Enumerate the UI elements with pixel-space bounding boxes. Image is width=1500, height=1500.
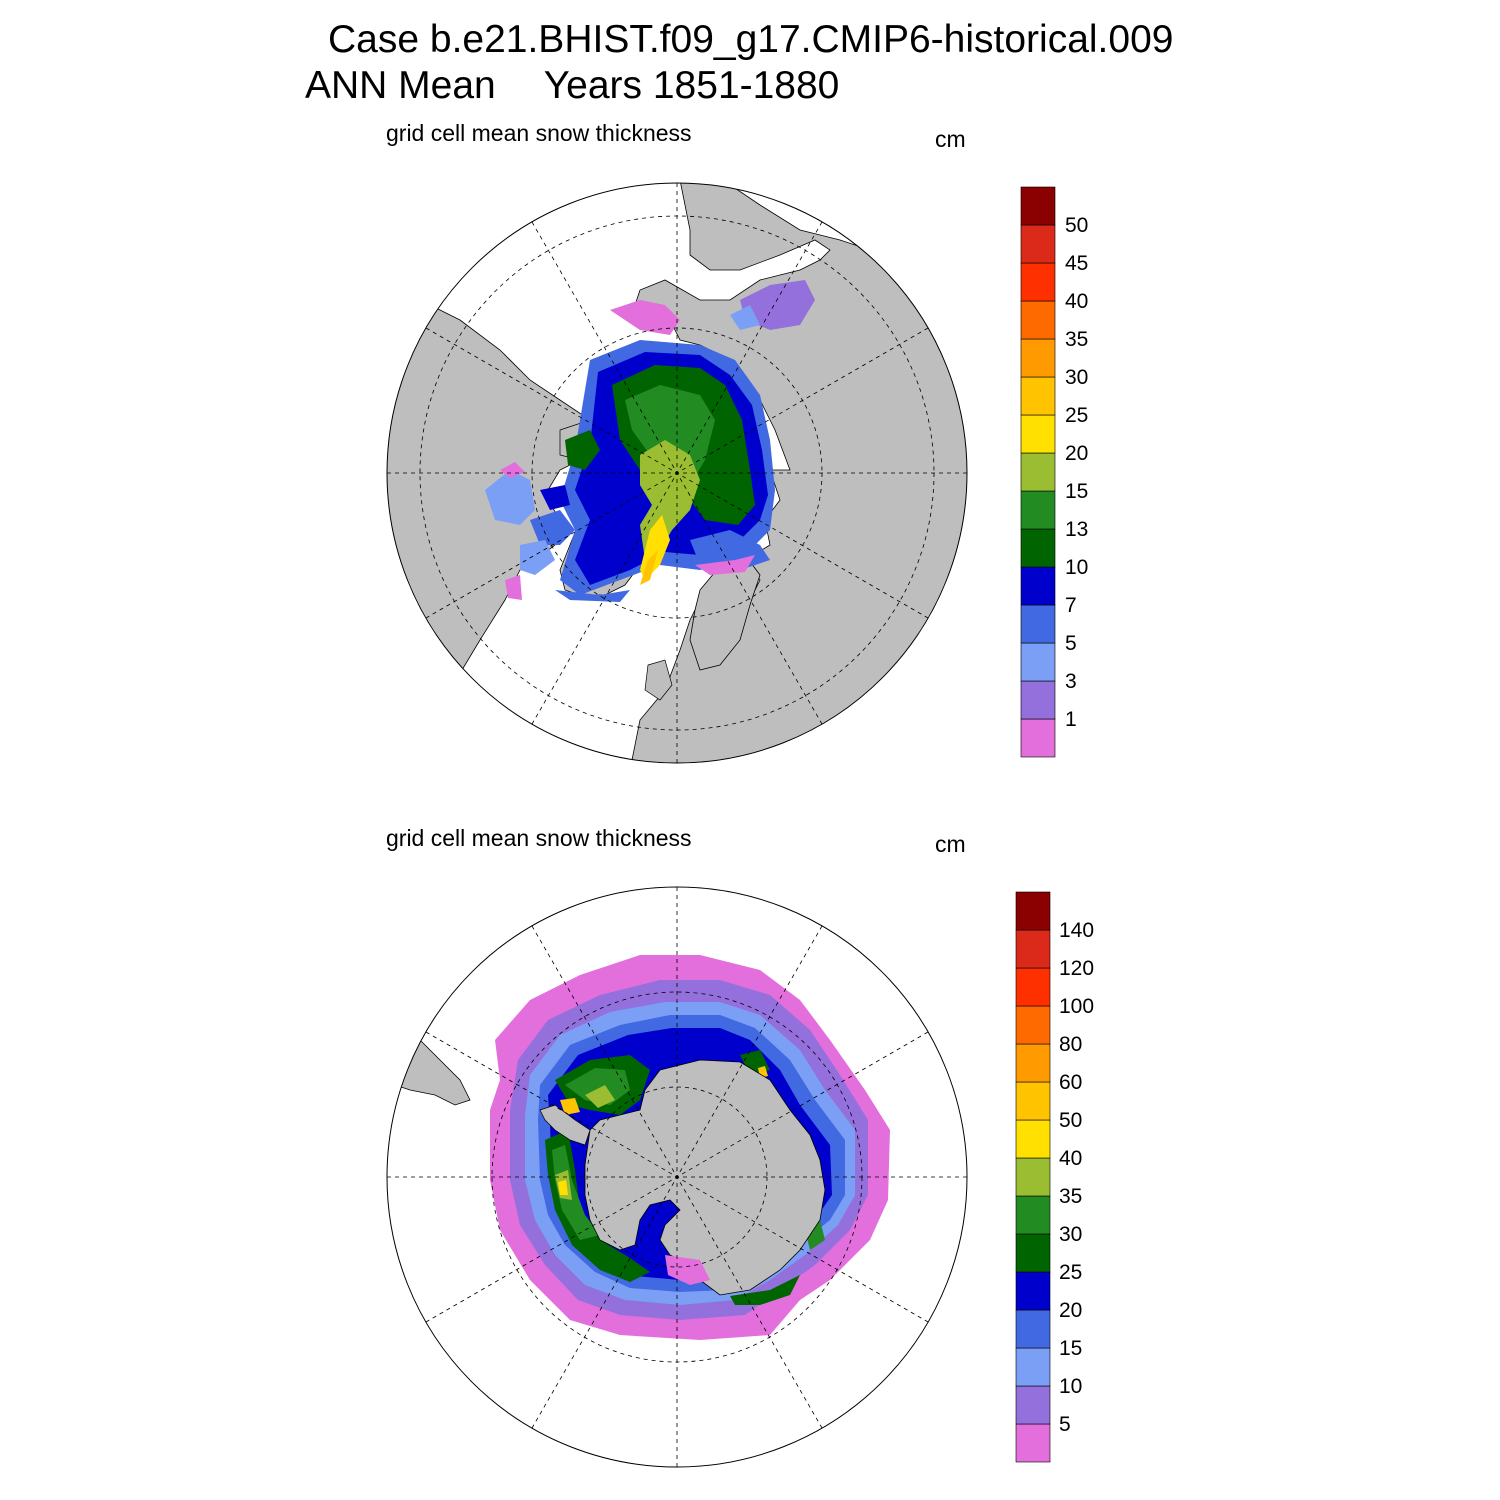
- north-colorbar-label: 35: [1065, 328, 1088, 351]
- south-colorbar-label: 100: [1059, 995, 1094, 1018]
- north-colorbar-swatch: [1020, 376, 1056, 416]
- south-colorbar-label: 10: [1059, 1375, 1082, 1398]
- north-map-title: grid cell mean snow thickness: [386, 120, 692, 146]
- north-colorbar-label: 50: [1065, 214, 1088, 237]
- south-colorbar-swatch: [1015, 891, 1051, 931]
- south-colorbar-swatch: [1015, 1119, 1051, 1159]
- north-colorbar-swatch: [1020, 680, 1056, 720]
- north-polar-map: [386, 182, 968, 764]
- north-colorbar-label: 13: [1065, 518, 1088, 541]
- north-snow-field: [505, 280, 815, 602]
- north-colorbar-label: 40: [1065, 290, 1088, 313]
- south-colorbar-label: 30: [1059, 1223, 1082, 1246]
- south-colorbar-swatch: [1015, 967, 1051, 1007]
- north-colorbar-label: 10: [1065, 556, 1088, 579]
- north-colorbar-swatch: [1020, 528, 1056, 568]
- north-colorbar-label: 20: [1065, 442, 1088, 465]
- case-title: Case b.e21.BHIST.f09_g17.CMIP6-historica…: [328, 18, 1174, 61]
- north-colorbar-swatch: [1020, 452, 1056, 492]
- south-colorbar-swatch: [1015, 1233, 1051, 1273]
- south-colorbar-label: 50: [1059, 1109, 1082, 1132]
- south-colorbar-swatch: [1015, 1043, 1051, 1083]
- hudson-bay-edge: [500, 462, 525, 478]
- south-colorbar-swatch: [1015, 929, 1051, 969]
- south-polar-map: [386, 886, 968, 1468]
- north-colorbar-swatch: [1020, 604, 1056, 644]
- north-colorbar-label: 30: [1065, 366, 1088, 389]
- south-units-label: cm: [935, 831, 966, 857]
- north-colorbar-swatch: [1020, 262, 1056, 302]
- north-colorbar-label: 15: [1065, 480, 1088, 503]
- north-colorbar-swatch: [1020, 642, 1056, 682]
- north-colorbar-label: 3: [1065, 670, 1077, 693]
- north-colorbar-swatch: [1020, 414, 1056, 454]
- south-colorbar-swatch: [1015, 1157, 1051, 1197]
- north-colorbar-swatch: [1020, 490, 1056, 530]
- south-colorbar-label: 20: [1059, 1299, 1082, 1322]
- south-colorbar-label: 15: [1059, 1337, 1082, 1360]
- north-colorbar-label: 25: [1065, 404, 1088, 427]
- south-colorbar-swatch: [1015, 1195, 1051, 1235]
- south-colorbar-swatch: [1015, 1081, 1051, 1121]
- south-colorbar-label: 40: [1059, 1147, 1082, 1170]
- south-colorbar-label: 140: [1059, 919, 1094, 942]
- south-map-border: [386, 886, 968, 1468]
- antarctica-landmass: [584, 1059, 826, 1296]
- british-isles: [644, 659, 673, 701]
- hudson-bay-ice: [485, 470, 535, 525]
- south-colorbar-swatch: [1015, 1309, 1051, 1349]
- years-label: Years 1851-1880: [543, 64, 840, 107]
- south-colorbar-label: 25: [1059, 1261, 1082, 1284]
- north-units-label: cm: [935, 126, 966, 152]
- south-colorbar-label: 35: [1059, 1185, 1082, 1208]
- north-graticule: [387, 183, 967, 763]
- south-graticule: [387, 887, 967, 1467]
- north-colorbar-swatch: [1020, 566, 1056, 606]
- south-colorbar-swatch: [1015, 1423, 1051, 1463]
- north-map-border: [386, 182, 968, 764]
- south-colorbar-label: 120: [1059, 957, 1094, 980]
- north-colorbar-label: 5: [1065, 632, 1077, 655]
- south-colorbar-swatch: [1015, 1385, 1051, 1425]
- south-colorbar-label: 60: [1059, 1071, 1082, 1094]
- south-colorbar-swatch: [1015, 1005, 1051, 1045]
- north-colorbar-swatch: [1020, 338, 1056, 378]
- north-colorbar-label: 7: [1065, 594, 1077, 617]
- north-colorbar-swatch: [1020, 718, 1056, 758]
- north-colorbar-swatch: [1020, 224, 1056, 264]
- north-colorbar-label: 1: [1065, 708, 1077, 731]
- ross-shelf-edge: [665, 1255, 710, 1285]
- north-colorbar-swatch: [1020, 300, 1056, 340]
- south-colorbar: 5 10 15 20 25 30 35 40 50 60 80 100 120 140: [1015, 891, 1094, 1463]
- north-colorbar-label: 45: [1065, 252, 1088, 275]
- south-map-title: grid cell mean snow thickness: [386, 825, 692, 851]
- south-colorbar-label: 5: [1059, 1413, 1071, 1436]
- south-colorbar-swatch: [1015, 1347, 1051, 1387]
- antarctic-peninsula: [539, 1104, 591, 1146]
- season-label: ANN Mean: [305, 64, 496, 107]
- south-colorbar-label: 80: [1059, 1033, 1082, 1056]
- south-colorbar-swatch: [1015, 1271, 1051, 1311]
- season-years-title: ANN Mean Years 1851-1880: [305, 64, 839, 108]
- north-colorbar-swatch: [1020, 186, 1056, 226]
